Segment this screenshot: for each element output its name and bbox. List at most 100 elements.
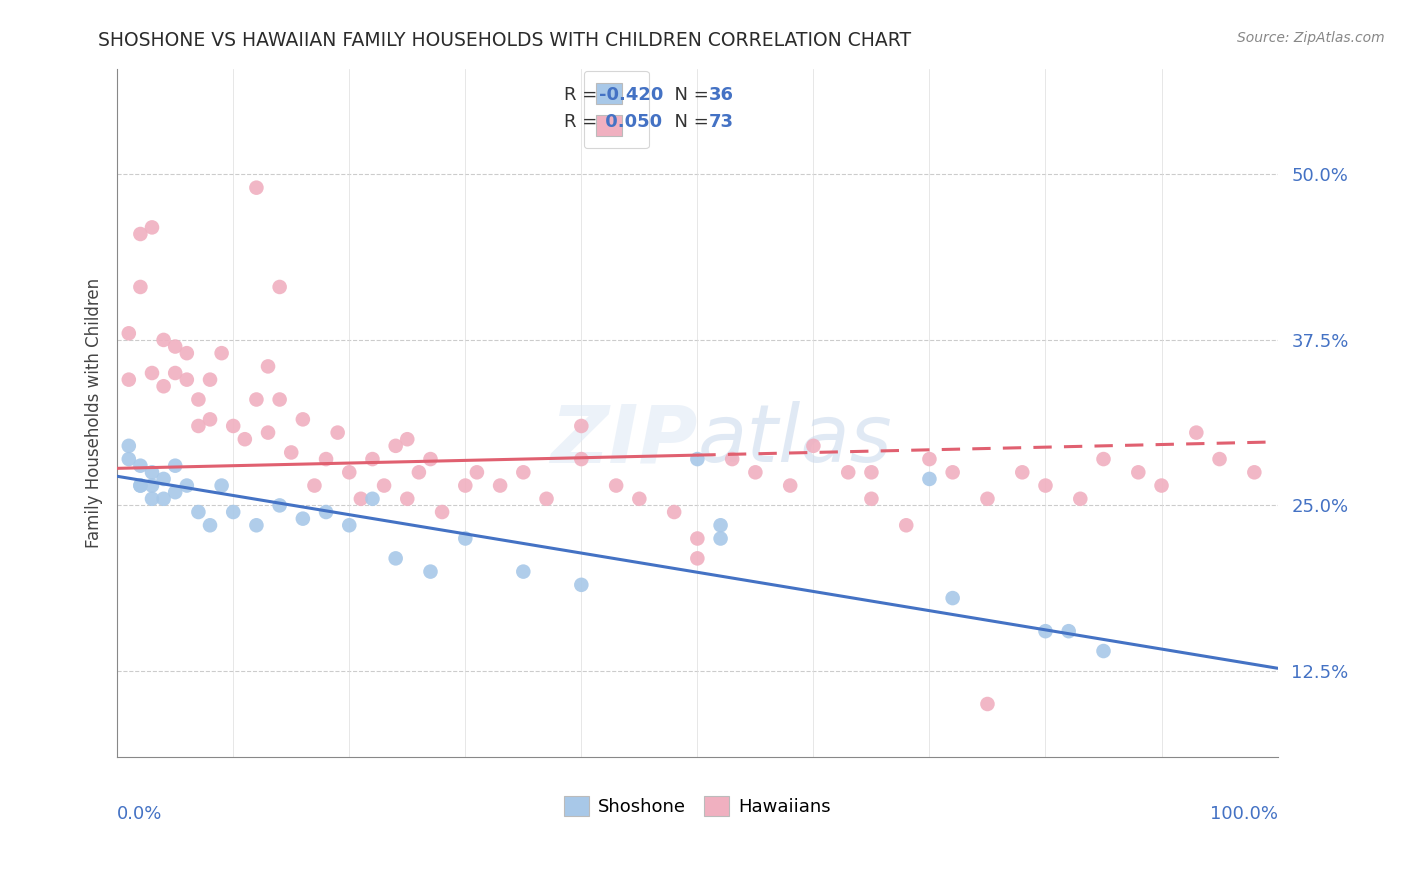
Point xyxy=(860,465,883,479)
Point xyxy=(605,478,627,492)
Point xyxy=(918,452,941,467)
Point xyxy=(141,366,163,380)
Point xyxy=(326,425,349,440)
Point xyxy=(1128,465,1150,479)
Point xyxy=(1092,452,1115,467)
Text: SHOSHONE VS HAWAIIAN FAMILY HOUSEHOLDS WITH CHILDREN CORRELATION CHART: SHOSHONE VS HAWAIIAN FAMILY HOUSEHOLDS W… xyxy=(98,31,911,50)
Text: 36: 36 xyxy=(709,86,734,103)
Text: atlas: atlas xyxy=(697,401,893,479)
Point xyxy=(129,227,152,241)
Point xyxy=(129,280,152,294)
Point xyxy=(744,465,766,479)
Point xyxy=(1035,624,1057,639)
Point xyxy=(803,439,825,453)
Point xyxy=(419,452,441,467)
Point xyxy=(152,472,174,486)
Point xyxy=(211,346,233,360)
Point xyxy=(129,478,152,492)
Point xyxy=(942,465,965,479)
Point xyxy=(141,465,163,479)
Point xyxy=(1069,491,1091,506)
Point xyxy=(361,452,384,467)
Text: 100.0%: 100.0% xyxy=(1209,805,1278,823)
Point xyxy=(165,485,187,500)
Point xyxy=(896,518,918,533)
Point xyxy=(118,452,141,467)
Point xyxy=(257,359,280,374)
Point xyxy=(976,491,998,506)
Point xyxy=(269,499,291,513)
Point xyxy=(628,491,651,506)
Text: R =: R = xyxy=(564,86,603,103)
Point xyxy=(384,551,406,566)
Point xyxy=(118,373,141,387)
Point xyxy=(141,491,163,506)
Point xyxy=(976,697,998,711)
Point xyxy=(1185,425,1208,440)
Point xyxy=(1092,644,1115,658)
Point xyxy=(1057,624,1080,639)
Point xyxy=(187,392,209,407)
Point xyxy=(710,518,733,533)
Point xyxy=(373,478,395,492)
Point xyxy=(686,532,709,546)
Text: N =: N = xyxy=(662,86,714,103)
Point xyxy=(569,452,592,467)
Point xyxy=(118,439,141,453)
Point xyxy=(165,339,187,353)
Point xyxy=(129,458,152,473)
Point xyxy=(396,432,419,446)
Point xyxy=(152,333,174,347)
Point xyxy=(152,491,174,506)
Point xyxy=(918,472,941,486)
Point xyxy=(569,419,592,434)
Point xyxy=(141,478,163,492)
Point xyxy=(291,412,314,426)
Point xyxy=(257,425,280,440)
Point xyxy=(1035,478,1057,492)
Point xyxy=(233,432,256,446)
Point xyxy=(512,465,534,479)
Point xyxy=(489,478,512,492)
Point xyxy=(686,452,709,467)
Text: 0.050: 0.050 xyxy=(599,113,662,131)
Point xyxy=(662,505,685,519)
Text: ZIP: ZIP xyxy=(550,401,697,479)
Point xyxy=(860,491,883,506)
Point xyxy=(1243,465,1265,479)
Point xyxy=(396,491,419,506)
Point xyxy=(384,439,406,453)
Point xyxy=(430,505,453,519)
Point xyxy=(408,465,430,479)
Point xyxy=(315,452,337,467)
Point xyxy=(942,591,965,605)
Point xyxy=(187,505,209,519)
Point xyxy=(721,452,744,467)
Point xyxy=(304,478,326,492)
Point xyxy=(198,518,221,533)
Point xyxy=(454,532,477,546)
Text: 0.0%: 0.0% xyxy=(117,805,163,823)
Point xyxy=(165,366,187,380)
Point xyxy=(465,465,488,479)
Point xyxy=(280,445,302,459)
Legend: Shoshone, Hawaiians: Shoshone, Hawaiians xyxy=(557,789,838,823)
Point xyxy=(222,419,245,434)
Y-axis label: Family Households with Children: Family Households with Children xyxy=(86,277,103,548)
Text: Source: ZipAtlas.com: Source: ZipAtlas.com xyxy=(1237,31,1385,45)
Point xyxy=(569,578,592,592)
Text: -0.420: -0.420 xyxy=(599,86,664,103)
Point xyxy=(245,392,267,407)
Text: 73: 73 xyxy=(709,113,734,131)
Point xyxy=(1011,465,1033,479)
Point xyxy=(361,491,384,506)
Point xyxy=(152,379,174,393)
Text: R =: R = xyxy=(564,113,603,131)
Point xyxy=(779,478,801,492)
Point xyxy=(454,478,477,492)
Point xyxy=(211,478,233,492)
Point xyxy=(165,458,187,473)
Point xyxy=(350,491,373,506)
Point xyxy=(222,505,245,519)
Point xyxy=(269,280,291,294)
